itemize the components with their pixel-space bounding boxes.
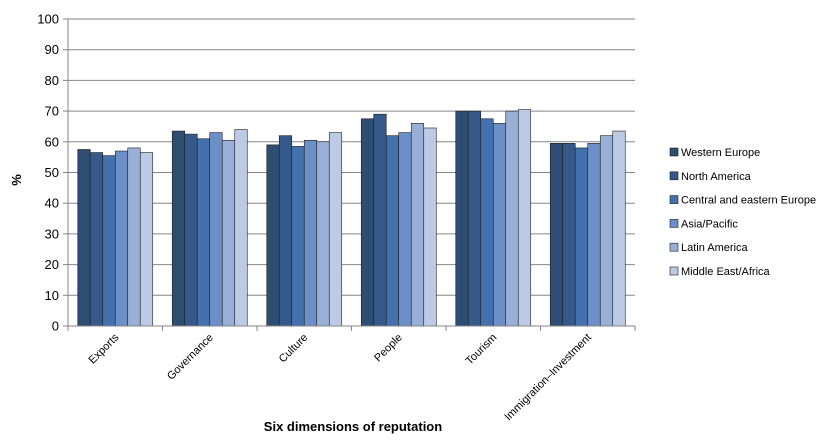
axes xyxy=(63,18,636,331)
bar xyxy=(599,135,614,327)
bar xyxy=(89,152,104,327)
y-tick-labels: 0 10 20 30 40 50 60 70 80 90 100 xyxy=(37,12,59,334)
bar xyxy=(492,123,507,327)
y-tick-label: 0 xyxy=(52,319,59,334)
y-axis-title: % xyxy=(9,174,24,186)
x-tick-label: Exports xyxy=(87,331,122,366)
bar xyxy=(480,118,494,327)
x-axis-title: Six dimensions of reputation xyxy=(264,419,442,434)
legend-swatch xyxy=(669,195,679,204)
bar xyxy=(398,132,412,327)
bar xyxy=(455,110,469,327)
bar xyxy=(139,152,154,327)
bar xyxy=(505,110,519,327)
legend-swatch xyxy=(669,219,679,228)
bar xyxy=(328,132,343,327)
legend-label: Central and eastern Europe xyxy=(681,195,816,207)
legend-swatch xyxy=(669,266,679,276)
gridlines xyxy=(68,18,635,296)
bar xyxy=(303,139,318,327)
bar xyxy=(549,143,564,327)
bar xyxy=(102,155,116,327)
bar xyxy=(196,138,211,327)
bar xyxy=(234,129,248,327)
legend-swatch xyxy=(669,171,679,181)
legend-label: Asia/Pacific xyxy=(681,218,738,230)
y-tick-label: 60 xyxy=(45,134,59,149)
bar xyxy=(171,130,186,327)
bar xyxy=(266,144,280,327)
y-tick-label: 80 xyxy=(45,73,59,88)
y-tick-label: 20 xyxy=(45,257,59,272)
x-tick-label: Culture xyxy=(277,332,311,366)
x-tick-label: People xyxy=(372,332,405,365)
bar xyxy=(114,150,129,327)
y-tick-label: 40 xyxy=(45,196,59,211)
x-tick-label: Immigration–Investment xyxy=(502,332,593,423)
y-tick-label: 100 xyxy=(37,12,59,27)
bar xyxy=(517,109,532,327)
bar xyxy=(221,139,236,327)
x-tick-labels: Exports Governance Culture People Tourism Imm… xyxy=(87,331,594,423)
x-tick-label: Tourism xyxy=(464,332,500,368)
bar xyxy=(278,135,293,327)
legend-label: Latin America xyxy=(681,242,749,254)
legend: Western Europe North America Central and e… xyxy=(669,147,816,278)
bar xyxy=(360,118,375,327)
bars xyxy=(77,109,626,327)
y-tick-label: 30 xyxy=(45,226,59,241)
bar xyxy=(373,113,387,327)
bar xyxy=(385,135,400,327)
bar xyxy=(574,147,589,327)
bar xyxy=(410,123,425,327)
y-tick-label: 50 xyxy=(45,165,59,180)
legend-swatch xyxy=(669,147,679,157)
bar xyxy=(209,132,223,327)
bar xyxy=(77,149,91,327)
legend-label: Middle East/Africa xyxy=(681,266,771,278)
bar xyxy=(612,130,626,327)
bar xyxy=(291,146,305,327)
bar xyxy=(316,141,330,327)
legend-label: Western Europe xyxy=(681,147,760,159)
bar xyxy=(467,110,482,327)
y-tick-label: 90 xyxy=(45,42,59,57)
bar xyxy=(184,133,198,327)
bar xyxy=(587,143,601,327)
bar xyxy=(423,127,437,327)
legend-label: North America xyxy=(681,171,752,183)
y-tick-label: 10 xyxy=(45,288,59,303)
bar xyxy=(127,147,141,327)
legend-swatch xyxy=(669,242,679,252)
y-tick-label: 70 xyxy=(45,104,59,119)
bar xyxy=(562,143,576,327)
x-tick-label: Governance xyxy=(165,332,216,383)
